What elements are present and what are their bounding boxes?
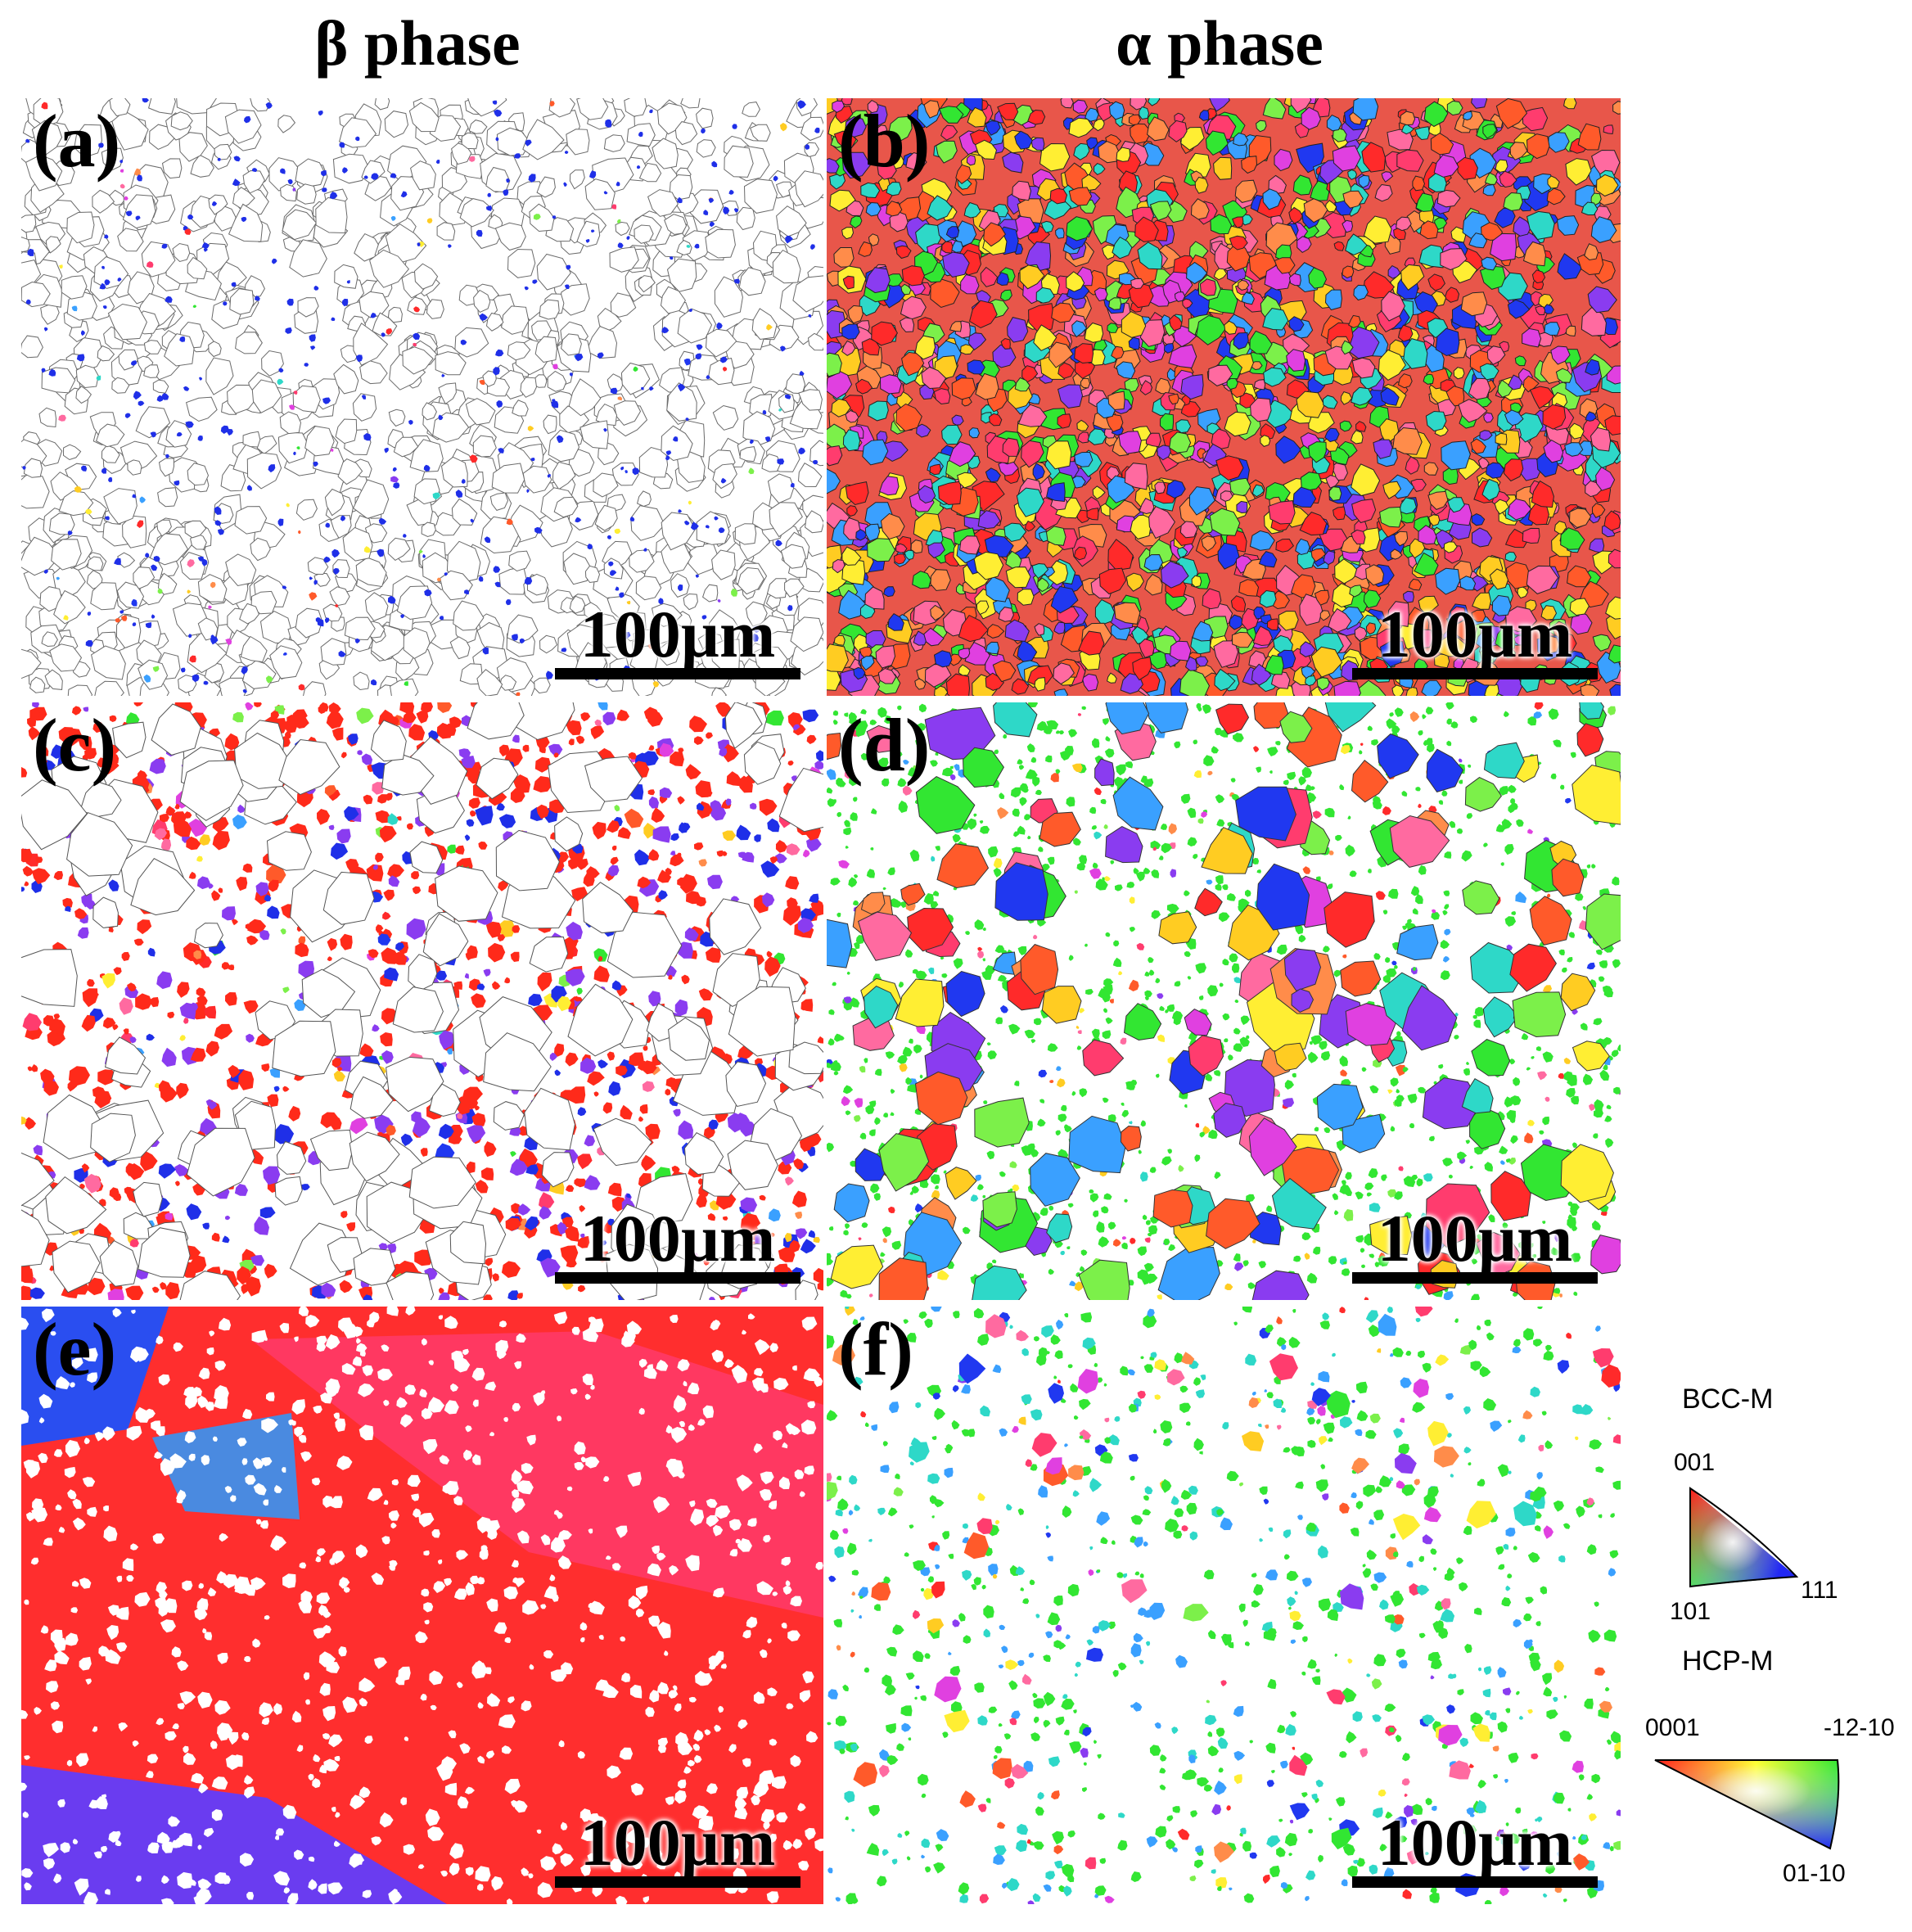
panel-e-beta-ebsd-map: (e) 100µm [21,1307,823,1904]
panel-a-image [21,98,823,696]
alpha-phase-header: α phase [1116,7,1324,79]
panel-e-label: (e) [33,1307,117,1391]
panel-b-label: (b) [838,99,931,183]
panel-d-image [827,702,1621,1300]
panel-a-scale-text: 100µm [579,597,776,671]
panel-d-alpha-ebsd-map: (d) 100µm [827,702,1621,1300]
panel-b-scale-bar [1352,668,1598,679]
panel-d-label: (d) [838,703,931,787]
bcc-color-triangle [1689,1487,1799,1588]
hcp-label-01-10: 01-10 [1783,1860,1846,1887]
bcc-ipf-legend: BCC-M 001 101 111 [1645,1384,1907,1629]
hcp-color-sector [1654,1759,1840,1850]
hcp-label-0001: 0001 [1645,1714,1700,1741]
hcp-ipf-legend: HCP-M 0001 -12-10 01-10 [1645,1645,1912,1907]
hcp-legend-title: HCP-M [1682,1645,1774,1677]
panel-f-image [827,1307,1621,1904]
bcc-label-101: 101 [1670,1598,1711,1625]
bcc-label-001: 001 [1674,1449,1716,1476]
panel-f-scale-text: 100µm [1377,1805,1573,1880]
panel-a-scale-bar [555,668,800,679]
panel-b-scale-text: 100µm [1377,597,1573,671]
panel-c-beta-ebsd-map: (c) 100µm [21,702,823,1300]
panel-e-scale-text: 100µm [579,1805,776,1880]
panel-a-label: (a) [33,99,121,183]
panel-c-image [21,702,823,1300]
panel-e-scale-bar [555,1876,800,1888]
bcc-legend-title: BCC-M [1682,1384,1774,1415]
panel-d-scale-text: 100µm [1377,1201,1573,1275]
panel-c-scale-bar [555,1272,800,1284]
hcp-label-12-10: -12-10 [1824,1714,1895,1741]
beta-phase-header: β phase [314,7,521,79]
bcc-label-111: 111 [1801,1577,1838,1604]
panel-e-image [21,1307,823,1904]
panel-f-alpha-ebsd-map: (f) 100µm [827,1307,1621,1904]
panel-b-alpha-ebsd-map: (b) 100µm [827,98,1621,696]
panel-f-scale-bar [1352,1876,1598,1888]
panel-d-scale-bar [1352,1272,1598,1284]
panel-c-scale-text: 100µm [579,1201,776,1275]
panel-a-beta-ebsd-map: (a) 100µm [21,98,823,696]
panel-b-image [827,98,1621,696]
panel-c-label: (c) [33,703,117,787]
panel-f-label: (f) [838,1307,913,1391]
